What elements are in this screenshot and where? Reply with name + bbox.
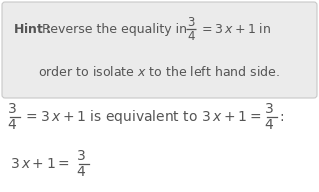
Text: 3: 3 — [77, 149, 85, 163]
Text: Reverse the equality in: Reverse the equality in — [42, 22, 187, 36]
Text: $3\,x + 1 =$: $3\,x + 1 =$ — [10, 157, 70, 171]
Text: 3: 3 — [265, 102, 273, 116]
FancyBboxPatch shape — [2, 2, 317, 98]
Text: 4: 4 — [265, 118, 273, 132]
Text: order to isolate $x$ to the left hand side.: order to isolate $x$ to the left hand si… — [38, 65, 280, 79]
Text: 4: 4 — [77, 165, 85, 179]
Text: :: : — [279, 110, 284, 124]
Text: 4: 4 — [8, 118, 16, 132]
Text: $= 3\,x + 1$ in: $= 3\,x + 1$ in — [199, 22, 271, 36]
Text: $= 3\,x + 1$ is equivalent to $3\,x + 1 =$: $= 3\,x + 1$ is equivalent to $3\,x + 1 … — [23, 108, 261, 126]
Text: 3: 3 — [187, 16, 195, 28]
Text: 4: 4 — [187, 30, 195, 42]
Text: $\mathbf{Hint:}$: $\mathbf{Hint:}$ — [13, 22, 51, 36]
Text: 3: 3 — [8, 102, 16, 116]
